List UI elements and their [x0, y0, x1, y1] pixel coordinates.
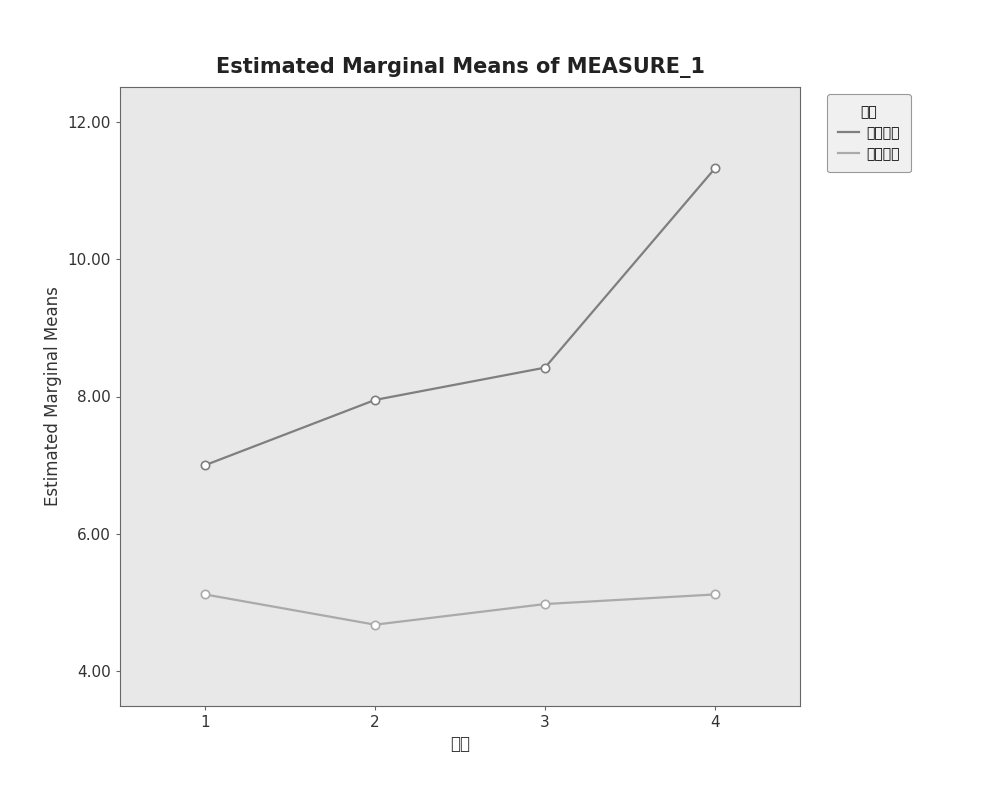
正常人群	[709, 163, 721, 173]
高危人群	[539, 600, 551, 609]
Legend: 正常人群, 高危人群: 正常人群, 高危人群	[827, 94, 911, 172]
高危人群	[369, 620, 381, 630]
X-axis label: 时间: 时间	[450, 735, 470, 753]
Line: 高危人群: 高危人群	[201, 590, 719, 629]
正常人群	[369, 395, 381, 404]
Line: 正常人群: 正常人群	[201, 164, 719, 469]
高危人群	[199, 590, 211, 600]
高危人群	[709, 590, 721, 600]
Title: Estimated Marginal Means of MEASURE_1: Estimated Marginal Means of MEASURE_1	[216, 57, 704, 79]
正常人群	[199, 461, 211, 470]
正常人群	[539, 363, 551, 373]
Y-axis label: Estimated Marginal Means: Estimated Marginal Means	[44, 286, 62, 507]
